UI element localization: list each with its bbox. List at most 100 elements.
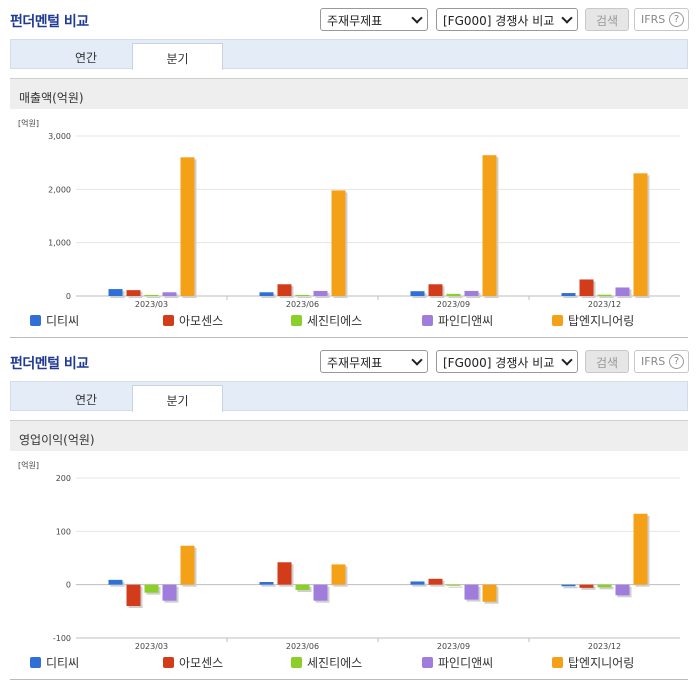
bar[interactable] xyxy=(579,279,594,296)
bar[interactable] xyxy=(295,294,310,296)
bar[interactable] xyxy=(561,293,576,296)
statement-select-value: 주재무제표 xyxy=(327,356,383,370)
ifrs-button[interactable]: IFRS ? xyxy=(634,350,689,373)
bar-shadow xyxy=(563,295,578,298)
bar[interactable] xyxy=(464,290,479,296)
legend-item[interactable]: 디티씨 xyxy=(30,654,79,671)
bar[interactable] xyxy=(162,584,177,601)
legend-item[interactable]: 파인디앤씨 xyxy=(422,654,493,671)
chart-header: 영업이익(억원) xyxy=(10,420,688,451)
compare-select[interactable]: [FG000] 경쟁사 비교 xyxy=(436,350,578,373)
period-tabs: 연간 분기 xyxy=(10,381,688,412)
statement-select[interactable]: 주재무제표 xyxy=(320,350,428,373)
legend-swatch xyxy=(422,315,433,326)
search-button[interactable]: 검색 xyxy=(585,350,629,373)
legend-label: 탑엔지니어링 xyxy=(568,314,635,328)
x-tick-label: 2023/03 xyxy=(135,300,168,309)
period-tabs: 연간 분기 xyxy=(10,39,688,70)
legend-item[interactable]: 세진티에스 xyxy=(291,654,362,671)
x-tick-label: 2023/09 xyxy=(437,300,470,309)
panel-header: 펀더멘털 비교 주재무제표 [FG000] 경쟁사 비교 검색 IFRS ? xyxy=(0,0,696,38)
bar[interactable] xyxy=(295,584,310,590)
legend-label: 아모센스 xyxy=(179,656,224,670)
bar[interactable] xyxy=(579,584,594,588)
bar[interactable] xyxy=(144,294,159,296)
tab-annual[interactable]: 연간 xyxy=(74,51,98,65)
panel-title: 펀더멘털 비교 xyxy=(10,356,89,372)
bar[interactable] xyxy=(277,562,292,585)
bar[interactable] xyxy=(428,578,443,585)
bar[interactable] xyxy=(597,584,612,588)
bar[interactable] xyxy=(277,284,292,296)
y-tick-label: 0 xyxy=(66,581,71,590)
legend-item[interactable]: 아모센스 xyxy=(163,312,223,329)
bar[interactable] xyxy=(615,287,630,296)
legend-item[interactable]: 탑엔지니어링 xyxy=(552,654,634,671)
legend-item[interactable]: 아모센스 xyxy=(163,654,223,671)
tab-quarter[interactable]: 분기 xyxy=(132,43,223,70)
bar[interactable] xyxy=(428,284,443,296)
bar[interactable] xyxy=(410,291,425,296)
bar[interactable] xyxy=(482,155,497,296)
chevron-down-icon xyxy=(411,12,423,24)
bar[interactable] xyxy=(633,513,648,585)
panel-header: 펀더멘털 비교 주재무제표 [FG000] 경쟁사 비교 검색 IFRS ? xyxy=(0,342,696,380)
y-unit-label: [억원] xyxy=(18,460,39,470)
ifrs-label: IFRS xyxy=(641,13,666,26)
bar-shadow xyxy=(448,586,463,588)
legend-label: 디티씨 xyxy=(46,656,80,670)
chart-container: 매출액(억원) [억원] 0 1,000 2,000 3,000 2023/03 2023/… xyxy=(10,78,688,338)
chart-legend: 디티씨 아모센스 세진티에스 파인디앤씨 탑엔지니어링 xyxy=(30,654,690,670)
bar[interactable] xyxy=(144,584,159,593)
legend-label: 세진티에스 xyxy=(307,656,363,670)
x-tick-label: 2023/12 xyxy=(588,300,621,309)
bar-shadow xyxy=(261,584,276,587)
bar[interactable] xyxy=(464,584,479,600)
search-button[interactable]: 검색 xyxy=(585,8,629,31)
bar[interactable] xyxy=(108,579,123,585)
bar[interactable] xyxy=(561,584,576,587)
bar[interactable] xyxy=(597,294,612,296)
compare-select[interactable]: [FG000] 경쟁사 비교 xyxy=(436,8,578,31)
bar[interactable] xyxy=(313,584,328,601)
chart-container: 영업이익(억원) [억원] -100 0 100 200 2023/03 2023/06 20… xyxy=(10,420,688,680)
legend-item[interactable]: 탑엔지니어링 xyxy=(552,312,634,329)
legend-swatch xyxy=(30,315,41,326)
bar[interactable] xyxy=(410,581,425,585)
bar[interactable] xyxy=(331,564,346,585)
bar[interactable] xyxy=(126,584,141,606)
bar[interactable] xyxy=(446,584,461,586)
bar-shadow xyxy=(448,295,463,298)
chart-title: 매출액(억원) xyxy=(19,91,84,105)
bar[interactable] xyxy=(180,157,195,296)
tab-quarter[interactable]: 분기 xyxy=(132,385,223,412)
legend-item[interactable]: 디티씨 xyxy=(30,312,79,329)
tab-annual[interactable]: 연간 xyxy=(74,393,98,407)
bar-shadow xyxy=(261,294,276,298)
chevron-down-icon xyxy=(411,354,423,366)
legend-item[interactable]: 세진티에스 xyxy=(291,312,362,329)
ifrs-button[interactable]: IFRS ? xyxy=(634,8,689,31)
y-tick-label: 0 xyxy=(66,292,71,301)
bar[interactable] xyxy=(126,290,141,296)
bar[interactable] xyxy=(259,582,274,585)
legend-swatch xyxy=(291,657,302,668)
bar[interactable] xyxy=(482,584,497,602)
bar[interactable] xyxy=(313,290,328,296)
bar[interactable] xyxy=(446,293,461,296)
operating-profit-bar-chart: [억원] -100 0 100 200 2023/03 2023/06 2023/09 2023… xyxy=(18,460,680,651)
y-tick-label: 1,000 xyxy=(48,239,71,248)
bar-shadow xyxy=(164,294,179,298)
bar[interactable] xyxy=(259,292,274,296)
bar[interactable] xyxy=(162,292,177,296)
legend-item[interactable]: 파인디앤씨 xyxy=(422,312,493,329)
question-circle-icon[interactable]: ? xyxy=(669,354,684,369)
bar[interactable] xyxy=(615,584,630,596)
bar[interactable] xyxy=(331,190,346,296)
statement-select[interactable]: 주재무제표 xyxy=(320,8,428,31)
question-circle-icon[interactable]: ? xyxy=(669,12,684,27)
bar[interactable] xyxy=(633,173,648,296)
bar[interactable] xyxy=(180,545,195,585)
bar[interactable] xyxy=(108,289,123,296)
x-tick-label: 2023/09 xyxy=(437,642,470,651)
